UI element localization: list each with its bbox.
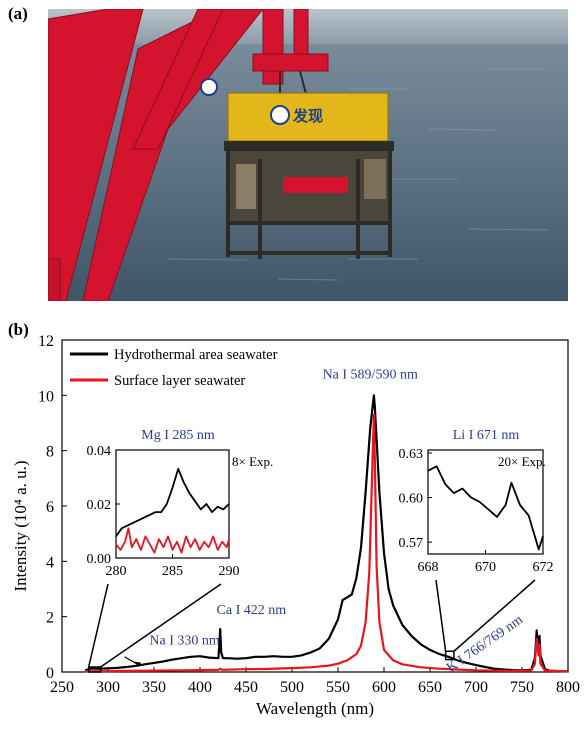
crane-emblem bbox=[200, 78, 218, 96]
x-axis-label: Wavelength (nm) bbox=[256, 699, 374, 718]
legend-entry: Hydrothermal area seawater bbox=[114, 347, 278, 363]
x-tick-label: 650 bbox=[418, 679, 442, 696]
rov-photo: 发现 bbox=[48, 9, 568, 301]
inset-y-tick-label: 0.60 bbox=[399, 492, 424, 507]
x-tick-label: 400 bbox=[188, 679, 212, 696]
panel-label-a: (a) bbox=[8, 4, 28, 23]
annotation-arrowhead bbox=[133, 661, 142, 666]
zoom-connector bbox=[435, 579, 447, 652]
inset-x-tick-label: 290 bbox=[219, 564, 240, 579]
y-tick-label: 12 bbox=[38, 333, 54, 350]
x-tick-label: 750 bbox=[510, 679, 534, 696]
inset-y-tick-label: 0.04 bbox=[87, 444, 112, 459]
zoom-connector bbox=[453, 579, 536, 652]
inset-li-title: Li I 671 nm bbox=[453, 428, 520, 443]
inset-series-line bbox=[427, 465, 544, 551]
inset-mg: 280 285 290 0.00 0.02 0.04 bbox=[87, 444, 240, 579]
y-axis-label: Intensity (10⁴ a. u.) bbox=[11, 460, 30, 591]
inset-frame bbox=[427, 449, 544, 555]
x-tick-label: 800 bbox=[556, 679, 580, 696]
zoom-connector bbox=[87, 583, 109, 668]
series-line bbox=[84, 413, 569, 673]
y-tick-label: 8 bbox=[46, 444, 54, 461]
inset-y-tick-label: 0.57 bbox=[399, 536, 424, 551]
vehicle-caption: 发现 bbox=[292, 107, 323, 125]
annotation: Ca I 422 nm bbox=[217, 603, 287, 618]
x-tick-label: 300 bbox=[96, 679, 120, 696]
inset-y-tick-label: 0.63 bbox=[399, 447, 424, 462]
y-tick-label: 4 bbox=[46, 554, 54, 571]
annotation-arrow bbox=[124, 656, 138, 665]
legend: Hydrothermal area seawater Surface layer … bbox=[70, 347, 278, 389]
inset-x-tick-label: 670 bbox=[475, 560, 496, 575]
y-tick-label: 2 bbox=[46, 610, 54, 627]
inset-x-tick-label: 672 bbox=[533, 560, 554, 575]
x-tick-label: 600 bbox=[372, 679, 396, 696]
y-tick-label: 10 bbox=[38, 388, 54, 405]
inset-frame bbox=[115, 449, 230, 559]
legend-entry: Surface layer seawater bbox=[114, 373, 245, 389]
inset-x-tick-label: 668 bbox=[418, 560, 439, 575]
inset-y-tick-label: 0.00 bbox=[87, 552, 112, 567]
inset-mg-note: 8× Exp. bbox=[232, 454, 273, 469]
annotation: Na I 589/590 nm bbox=[323, 368, 418, 383]
inset-mg-title: Mg I 285 nm bbox=[141, 428, 215, 443]
inset-x-tick-label: 285 bbox=[162, 564, 183, 579]
zoom-connector bbox=[100, 583, 222, 668]
inset-li-note: 20× Exp. bbox=[498, 454, 546, 469]
panel-label-b: (b) bbox=[8, 320, 29, 339]
x-tick-label: 250 bbox=[50, 679, 74, 696]
x-tick-label: 700 bbox=[464, 679, 488, 696]
inset-li: 668 670 672 0.57 0.60 0.63 bbox=[399, 447, 554, 575]
rov-vehicle: 发现 bbox=[224, 92, 394, 259]
zoom-box-li bbox=[444, 650, 455, 661]
x-tick-label: 550 bbox=[326, 679, 350, 696]
spectrum-chart: 250 300 350 400 450 500 550 600 650 700 750 800 0 2 4 6… bbox=[11, 333, 580, 718]
crane bbox=[48, 9, 329, 301]
zoom-box-mg bbox=[87, 666, 102, 673]
y-tick-label: 6 bbox=[46, 499, 54, 516]
x-tick-label: 500 bbox=[280, 679, 304, 696]
inset-series-line bbox=[115, 527, 230, 554]
x-tick-label: 450 bbox=[234, 679, 258, 696]
inset-x-tick-label: 280 bbox=[106, 564, 127, 579]
annotation: Na I 330 nm bbox=[149, 633, 219, 648]
inset-y-tick-label: 0.02 bbox=[87, 498, 112, 513]
y-tick-label: 0 bbox=[46, 665, 54, 682]
inset-series-line bbox=[115, 468, 230, 537]
x-tick-label: 350 bbox=[142, 679, 166, 696]
